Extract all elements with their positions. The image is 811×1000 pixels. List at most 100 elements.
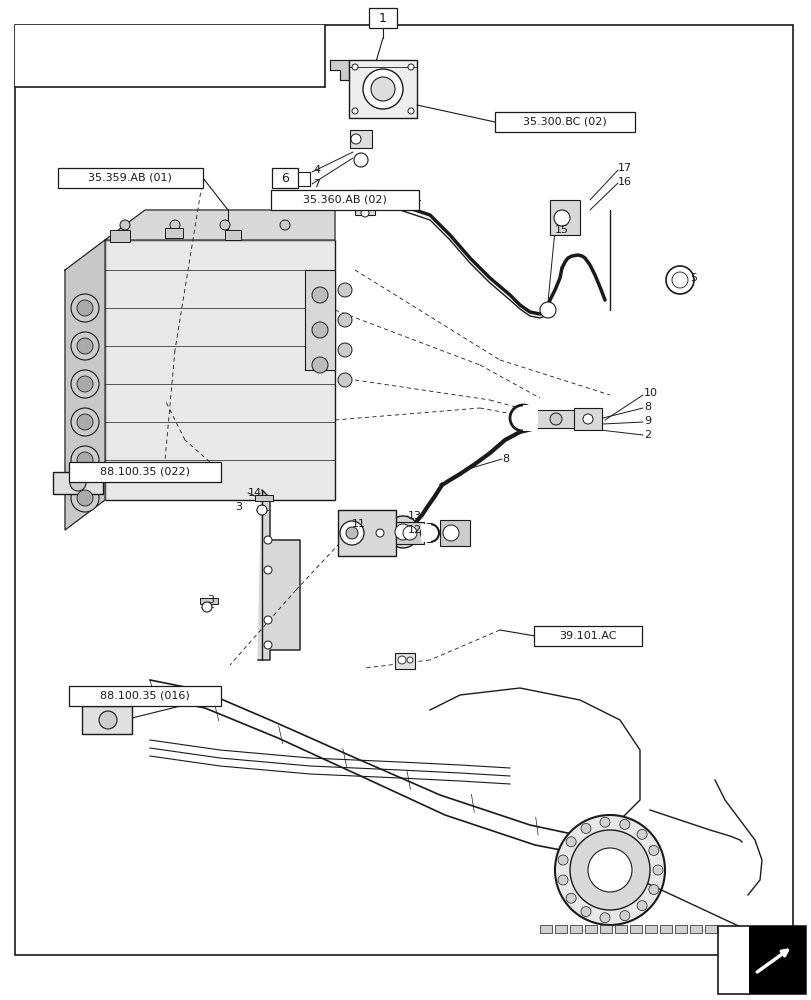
Bar <box>704 925 716 933</box>
Circle shape <box>557 855 568 865</box>
Bar <box>255 495 272 501</box>
Circle shape <box>565 893 576 903</box>
Bar <box>53 472 103 494</box>
Bar <box>674 925 686 933</box>
Bar <box>58 168 202 188</box>
Circle shape <box>77 452 93 468</box>
Text: 7: 7 <box>312 179 320 189</box>
Text: 4: 4 <box>312 165 320 175</box>
Bar <box>522 405 538 431</box>
Circle shape <box>553 210 569 226</box>
Bar <box>69 462 221 482</box>
Bar <box>644 925 656 933</box>
Bar <box>554 925 566 933</box>
Bar <box>337 510 396 556</box>
Circle shape <box>672 272 687 288</box>
Circle shape <box>71 294 99 322</box>
Polygon shape <box>65 240 105 530</box>
Circle shape <box>397 656 406 664</box>
Circle shape <box>637 829 646 839</box>
Circle shape <box>337 283 351 297</box>
Bar <box>350 130 371 148</box>
Circle shape <box>361 209 368 217</box>
Circle shape <box>120 220 130 230</box>
Circle shape <box>264 616 272 624</box>
Bar <box>394 653 414 669</box>
Bar <box>539 925 551 933</box>
Circle shape <box>599 817 609 827</box>
Circle shape <box>665 266 693 294</box>
Circle shape <box>363 69 402 109</box>
Circle shape <box>648 845 658 855</box>
Bar <box>272 168 298 188</box>
Circle shape <box>351 108 358 114</box>
Circle shape <box>387 516 418 548</box>
Bar <box>15 25 324 87</box>
Circle shape <box>77 414 93 430</box>
Circle shape <box>351 64 358 70</box>
Bar <box>349 60 417 118</box>
Circle shape <box>264 536 272 544</box>
Bar <box>534 626 642 646</box>
Circle shape <box>443 525 458 541</box>
Circle shape <box>582 414 592 424</box>
Text: 6: 6 <box>281 172 289 184</box>
Circle shape <box>539 302 556 318</box>
Bar <box>535 410 575 428</box>
Circle shape <box>169 220 180 230</box>
Circle shape <box>311 287 328 303</box>
Circle shape <box>257 505 267 515</box>
Bar <box>200 598 217 604</box>
Text: 16: 16 <box>617 177 631 187</box>
Circle shape <box>554 815 664 925</box>
Circle shape <box>619 819 629 829</box>
Bar <box>717 926 805 994</box>
Bar <box>82 706 132 734</box>
Bar <box>569 925 581 933</box>
Circle shape <box>77 338 93 354</box>
Circle shape <box>71 484 99 512</box>
Circle shape <box>264 566 272 574</box>
Circle shape <box>70 475 86 491</box>
Circle shape <box>565 837 576 847</box>
Text: 39.101.AC: 39.101.AC <box>559 631 616 641</box>
Circle shape <box>375 529 384 537</box>
Bar <box>495 112 634 132</box>
Circle shape <box>652 865 663 875</box>
Polygon shape <box>258 490 299 660</box>
Bar <box>748 926 805 994</box>
Bar <box>396 522 423 544</box>
Text: 3: 3 <box>234 502 242 512</box>
Bar <box>420 524 431 542</box>
Bar <box>105 240 335 500</box>
Circle shape <box>394 524 410 540</box>
Circle shape <box>406 657 413 663</box>
Text: 35.359.AB (01): 35.359.AB (01) <box>88 173 172 183</box>
Circle shape <box>71 408 99 436</box>
Circle shape <box>311 357 328 373</box>
Text: 9: 9 <box>643 416 650 426</box>
Circle shape <box>264 641 272 649</box>
Circle shape <box>280 220 290 230</box>
Text: 5: 5 <box>689 273 696 283</box>
Circle shape <box>77 300 93 316</box>
Circle shape <box>407 64 414 70</box>
Text: 35.300.BC (02): 35.300.BC (02) <box>522 117 606 127</box>
Text: 14: 14 <box>247 488 262 498</box>
Polygon shape <box>329 60 349 80</box>
Circle shape <box>359 195 370 205</box>
Bar <box>549 200 579 235</box>
Text: 2: 2 <box>643 430 650 440</box>
Text: 3: 3 <box>207 595 214 605</box>
Bar <box>440 520 470 546</box>
Circle shape <box>407 108 414 114</box>
Circle shape <box>509 405 535 431</box>
Circle shape <box>345 527 358 539</box>
Text: 15: 15 <box>554 225 569 235</box>
Circle shape <box>71 332 99 360</box>
Circle shape <box>420 524 439 542</box>
Bar <box>629 925 642 933</box>
Bar <box>165 228 182 238</box>
Circle shape <box>340 521 363 545</box>
Bar <box>109 230 130 242</box>
